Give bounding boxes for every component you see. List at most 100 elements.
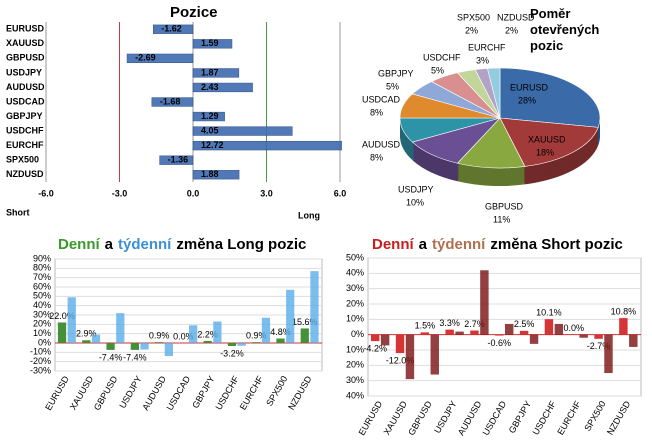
value-label: 15.6% [292,317,318,327]
bar [480,270,489,335]
bar [445,329,454,335]
y-tick-label: -10% [30,347,51,357]
slice [499,67,601,128]
bar [380,334,390,346]
value-label: 1.87 [201,67,219,77]
y-tick-label: 30% [346,283,364,293]
bar [554,323,564,335]
bar [192,126,293,136]
category-label: GBPUSD [6,53,45,63]
bar [395,334,405,354]
slice-value: 2% [465,25,478,35]
x-tick-label: NZDUSD [286,374,314,412]
category-label: GBPJPY [6,111,43,121]
value-label: -0.6% [488,338,512,348]
y-tick-label: 50% [33,291,51,301]
value-label: 1.29 [201,111,219,121]
slice-value: 5% [431,65,444,75]
y-tick-label: 40% [346,390,364,400]
y-tick-label: 0% [351,329,364,339]
bar [213,321,222,343]
bar [544,319,554,335]
x-tick-label: USDCAD [481,399,509,437]
slice-label: NZDUSD [497,12,535,22]
slice-value: 5% [386,81,399,91]
bar [188,325,198,343]
value-label: -3.2% [220,348,244,358]
x-tick-label: 0.0 [187,188,200,198]
value-label: -2.69 [135,53,156,63]
bar [126,53,194,64]
bar [82,340,91,343]
bar [619,318,628,335]
bar [203,340,212,343]
x-tick-label: SPX500 [582,399,607,433]
x-tick-label: USDJPY [117,374,143,410]
x-tick-label: EURUSD [357,399,385,437]
bar [529,334,539,344]
value-label: 4.05 [201,125,219,135]
value-label: 1.59 [201,38,219,48]
title-part: Denní [58,236,100,253]
value-label: 1.88 [201,169,219,179]
bar [310,271,319,343]
category-label: NZDUSD [6,169,44,179]
category-label: EURCHF [6,140,44,150]
slice-label: USDJPY [398,184,434,194]
x-tick-label: EURCHF [555,399,583,437]
category-label: AUDUSD [6,82,45,92]
value-label: -2.7% [587,341,611,351]
x-tick-label: 3.0 [260,188,273,198]
bar [519,330,529,335]
value-label: 0.9% [149,331,170,341]
title-part: a [104,236,114,253]
bar [192,82,253,93]
chart-title: Denní a týdenní změna Long pozic [58,236,311,253]
chart-title: Denní a týdenní změna Short pozic [372,236,628,253]
bar [455,331,464,335]
bar [286,289,295,343]
y-tick-label: -30% [30,365,51,375]
value-label: -1.36 [168,155,189,165]
x-tick-label: XAUUSD [382,399,410,437]
title-part: Denní [372,236,414,253]
slice-value: 11% [493,214,510,224]
bar [470,330,479,335]
x-tick-label: SPX500 [264,374,289,408]
bar [130,343,139,350]
value-label: 2.2% [197,329,218,339]
title-part: změna Short pozic [490,236,623,253]
bar [276,338,285,343]
axis-label: Long [298,210,320,220]
slice-value: 8% [370,107,383,117]
y-tick-label: 50% [346,252,364,262]
bar [579,334,588,338]
x-tick-label: GBPUSD [406,399,434,437]
slice-label: EURUSD [510,82,549,92]
bar [192,39,233,49]
y-tick-label: 80% [33,263,51,273]
bar [151,97,194,107]
bar [106,343,115,350]
bar [91,334,101,343]
bar [300,328,309,343]
x-tick-label: GBPUSD [92,374,120,412]
x-tick-label: USDCHF [213,374,241,412]
value-label: 2.43 [201,82,219,92]
category-label: USDCAD [6,96,45,106]
slice-value: 28% [518,95,536,105]
bar [227,343,237,346]
x-tick-label: -6.0 [38,188,54,198]
x-tick-label: -3.0 [112,188,128,198]
bar [192,68,240,78]
category-label: SPX500 [6,155,39,165]
x-tick-label: NZDUSD [605,399,633,437]
x-tick-label: USDJPY [432,399,458,435]
title-part: a [418,236,428,253]
slice-value: 3% [476,55,489,65]
slice-value: 10% [406,197,424,207]
bar [495,334,504,336]
chart-title: Pozice [170,4,218,21]
